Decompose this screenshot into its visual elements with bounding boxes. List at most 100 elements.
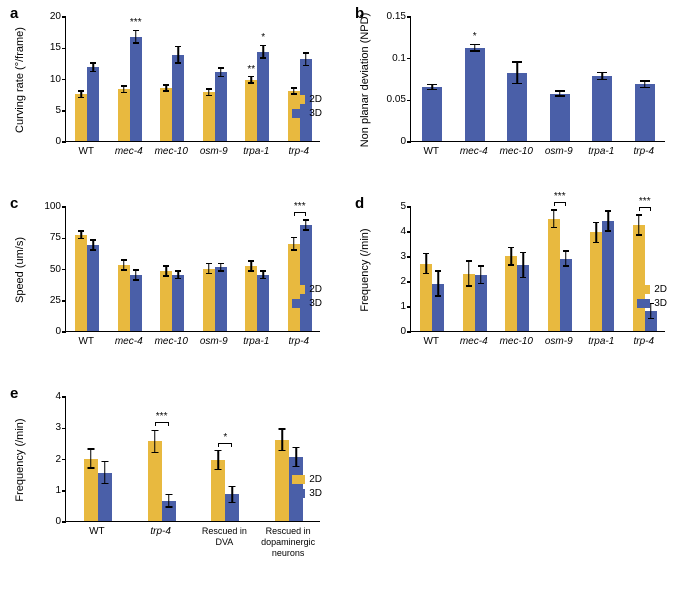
legend: 2D3D <box>292 474 322 502</box>
error-cap <box>121 92 127 94</box>
y-tick <box>62 521 66 523</box>
bar <box>75 235 87 331</box>
error-cap <box>163 265 169 267</box>
chart-area-d: ****** <box>410 207 665 332</box>
error-cap <box>78 238 84 240</box>
error-cap <box>605 230 611 232</box>
error-bar <box>281 429 283 451</box>
error-cap <box>279 450 286 452</box>
x-tick-label: trpa-1 <box>588 336 614 347</box>
x-tick-label: osm-9 <box>545 146 573 157</box>
bar <box>87 245 99 331</box>
y-tick <box>407 331 411 333</box>
y-tick <box>407 100 411 102</box>
y-tick <box>407 16 411 18</box>
panel-label-e: e <box>10 385 18 402</box>
error-cap <box>470 44 480 46</box>
error-bar <box>293 237 295 250</box>
legend-item: 2D <box>292 284 322 295</box>
error-cap <box>303 229 309 231</box>
bar <box>75 94 87 141</box>
bar <box>463 274 475 332</box>
error-cap <box>78 97 84 99</box>
bar <box>160 88 172 141</box>
legend-item: 2D <box>637 284 667 295</box>
significance-bracket <box>155 422 169 426</box>
y-tick-label: 5 <box>31 105 61 116</box>
error-cap <box>165 506 172 508</box>
significance-marker: *** <box>294 201 306 212</box>
error-bar <box>104 462 106 484</box>
significance-bracket <box>554 202 566 206</box>
legend-swatch <box>292 475 305 484</box>
error-bar <box>232 487 234 503</box>
error-cap <box>303 52 309 54</box>
legend-swatch <box>292 489 305 498</box>
x-tick-label: mec-4 <box>115 336 143 347</box>
error-cap <box>163 84 169 86</box>
panel-b: b*Non planar deviation (NPD)00.050.10.15… <box>355 5 685 170</box>
x-tick-label: osm-9 <box>200 336 228 347</box>
y-tick-label: 10 <box>31 74 61 85</box>
y-tick <box>62 48 66 50</box>
y-tick <box>62 110 66 112</box>
error-cap <box>215 469 222 471</box>
error-cap <box>563 265 569 267</box>
x-tick-label: WT <box>89 526 105 537</box>
error-cap <box>175 46 181 48</box>
error-cap <box>206 95 212 97</box>
significance-marker: *** <box>156 411 168 422</box>
bar <box>465 48 485 141</box>
error-cap <box>175 278 181 280</box>
panel-a: a******Curving rate (°/frame)05101520WTm… <box>10 5 340 170</box>
error-bar <box>517 62 519 84</box>
x-tick-label: trp-4 <box>288 336 309 347</box>
bar <box>505 256 517 331</box>
y-tick <box>62 331 66 333</box>
x-tick-label: Rescued inDVA <box>202 526 247 548</box>
error-cap <box>478 265 484 267</box>
error-cap <box>133 30 139 32</box>
error-cap <box>206 273 212 275</box>
bar <box>162 501 176 521</box>
error-cap <box>435 270 441 272</box>
bar <box>645 311 657 331</box>
error-cap <box>478 283 484 285</box>
x-tick-label: osm-9 <box>200 146 228 157</box>
error-bar <box>565 251 567 266</box>
error-bar <box>178 47 180 63</box>
y-tick-label: 4 <box>376 226 406 237</box>
y-tick-label: 1 <box>376 301 406 312</box>
error-cap <box>165 494 172 496</box>
error-cap <box>427 89 437 91</box>
error-cap <box>512 61 522 63</box>
error-cap <box>215 450 222 452</box>
y-tick-label: 2 <box>31 454 61 465</box>
error-cap <box>636 234 642 236</box>
legend: 2D3D <box>637 284 667 312</box>
error-cap <box>293 447 300 449</box>
x-tick-label: WT <box>78 146 94 157</box>
bar <box>130 275 142 331</box>
error-cap <box>248 82 254 84</box>
legend-swatch <box>292 109 305 118</box>
error-cap <box>87 448 94 450</box>
error-cap <box>303 65 309 67</box>
bar <box>172 55 184 141</box>
bar <box>130 37 142 141</box>
error-cap <box>423 273 429 275</box>
error-cap <box>551 209 557 211</box>
x-tick-label: WT <box>423 146 439 157</box>
error-cap <box>218 270 224 272</box>
error-cap <box>260 45 266 47</box>
error-cap <box>90 62 96 64</box>
error-cap <box>133 269 139 271</box>
error-cap <box>121 259 127 261</box>
error-cap <box>520 277 526 279</box>
bar <box>432 284 444 332</box>
y-tick <box>407 58 411 60</box>
error-cap <box>133 279 139 281</box>
error-cap <box>508 247 514 249</box>
error-cap <box>293 466 300 468</box>
error-cap <box>218 263 224 265</box>
